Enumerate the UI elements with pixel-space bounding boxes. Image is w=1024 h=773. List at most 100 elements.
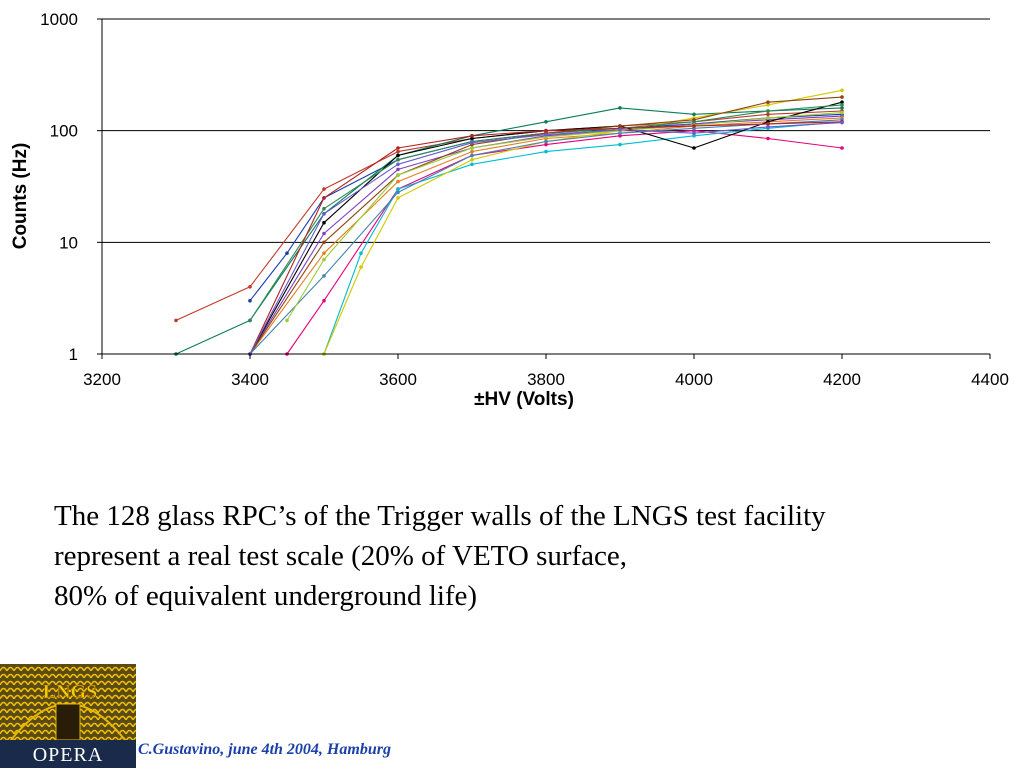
logo-top-text: LNGS <box>43 681 97 703</box>
series-layer <box>174 88 844 356</box>
data-point <box>470 136 474 141</box>
data-point <box>396 149 400 154</box>
series-15 <box>248 120 844 356</box>
axes <box>97 18 991 359</box>
data-point <box>322 206 326 211</box>
data-point <box>544 149 548 154</box>
data-point <box>396 146 400 150</box>
data-point <box>766 112 770 117</box>
data-point <box>544 132 548 137</box>
data-point <box>470 146 474 150</box>
caption-line-2: represent a real test scale (20% of VETO… <box>54 540 628 572</box>
data-point <box>840 103 844 107</box>
data-point <box>544 128 548 133</box>
x-tick-label: 3200 <box>83 370 121 389</box>
data-point <box>396 162 400 167</box>
data-point <box>766 116 770 120</box>
data-point <box>766 122 770 126</box>
data-point <box>285 318 289 323</box>
data-point <box>322 196 326 200</box>
footer-credit: C.Gustavino, june 4th 2004, Hamburg <box>138 741 391 758</box>
data-point <box>359 265 363 269</box>
y-tick-label: 100 <box>50 122 78 141</box>
data-point <box>322 251 326 255</box>
data-point <box>470 153 474 158</box>
x-axis-label: ±HV (Volts) <box>474 389 574 410</box>
caption-line-3: 80% of equivalent underground life) <box>54 580 478 612</box>
data-point <box>396 187 400 191</box>
series-line <box>286 112 843 321</box>
data-point <box>544 142 548 147</box>
data-point <box>692 146 696 150</box>
data-point <box>766 125 770 129</box>
data-point <box>322 257 326 262</box>
y-tick-labels: 1 10 100 1000 <box>40 10 78 364</box>
data-point <box>840 110 844 115</box>
series-1 <box>174 109 844 323</box>
series-6 <box>285 128 844 356</box>
data-point <box>544 139 548 144</box>
data-point <box>396 167 400 172</box>
data-point <box>174 318 178 323</box>
data-point <box>470 140 474 145</box>
data-point <box>840 100 844 104</box>
data-point <box>396 157 400 162</box>
x-tick-label: 4400 <box>971 370 1009 389</box>
y-tick-label: 10 <box>59 233 78 252</box>
data-point <box>692 134 696 138</box>
data-point <box>618 131 622 135</box>
x-tick-label: 4200 <box>823 370 861 389</box>
x-tick-label: 3400 <box>231 370 269 389</box>
data-point <box>692 131 696 135</box>
lngs-opera-logo: LNGS OPERA <box>0 664 136 768</box>
x-tick-label: 4000 <box>675 370 713 389</box>
data-point <box>766 136 770 141</box>
data-point <box>322 212 326 216</box>
data-point <box>322 298 326 303</box>
data-point <box>840 120 844 125</box>
data-point <box>692 118 696 122</box>
y-axis-label: Counts (Hz) <box>10 143 31 250</box>
data-point <box>618 106 622 110</box>
data-point <box>396 190 400 195</box>
data-point <box>766 103 770 107</box>
data-point <box>248 285 252 289</box>
data-point <box>766 109 770 113</box>
data-point <box>470 157 474 162</box>
x-tick-labels: 3200 3400 3600 3800 4000 4200 4400 <box>83 370 1009 389</box>
series-14 <box>248 120 844 356</box>
data-point <box>359 251 363 255</box>
data-point <box>618 142 622 147</box>
data-point <box>692 112 696 117</box>
logo-bottom-text: OPERA <box>33 744 104 766</box>
data-point <box>396 179 400 184</box>
data-point <box>396 173 400 177</box>
y-tick-label: 1 <box>69 345 78 364</box>
data-point <box>840 106 844 110</box>
data-point <box>322 274 326 278</box>
data-point <box>470 134 474 138</box>
data-point <box>840 88 844 93</box>
data-point <box>692 124 696 128</box>
data-point <box>470 149 474 154</box>
data-point <box>396 196 400 200</box>
data-point <box>248 298 252 303</box>
data-point <box>322 240 326 245</box>
caption-line-1: The 128 glass RPC’s of the Trigger walls… <box>54 500 826 532</box>
data-point <box>840 146 844 150</box>
data-point <box>840 95 844 99</box>
data-point <box>470 162 474 167</box>
x-tick-label: 3600 <box>379 370 417 389</box>
x-tick-label: 3800 <box>527 370 565 389</box>
data-point <box>618 134 622 138</box>
data-point <box>618 127 622 132</box>
series-3 <box>174 106 844 356</box>
series-line <box>175 107 843 355</box>
data-point <box>322 231 326 236</box>
data-point <box>544 120 548 124</box>
data-point <box>322 220 326 225</box>
data-point <box>396 153 400 158</box>
caption: The 128 glass RPC’s of the Trigger walls… <box>54 496 994 616</box>
data-point <box>322 187 326 191</box>
